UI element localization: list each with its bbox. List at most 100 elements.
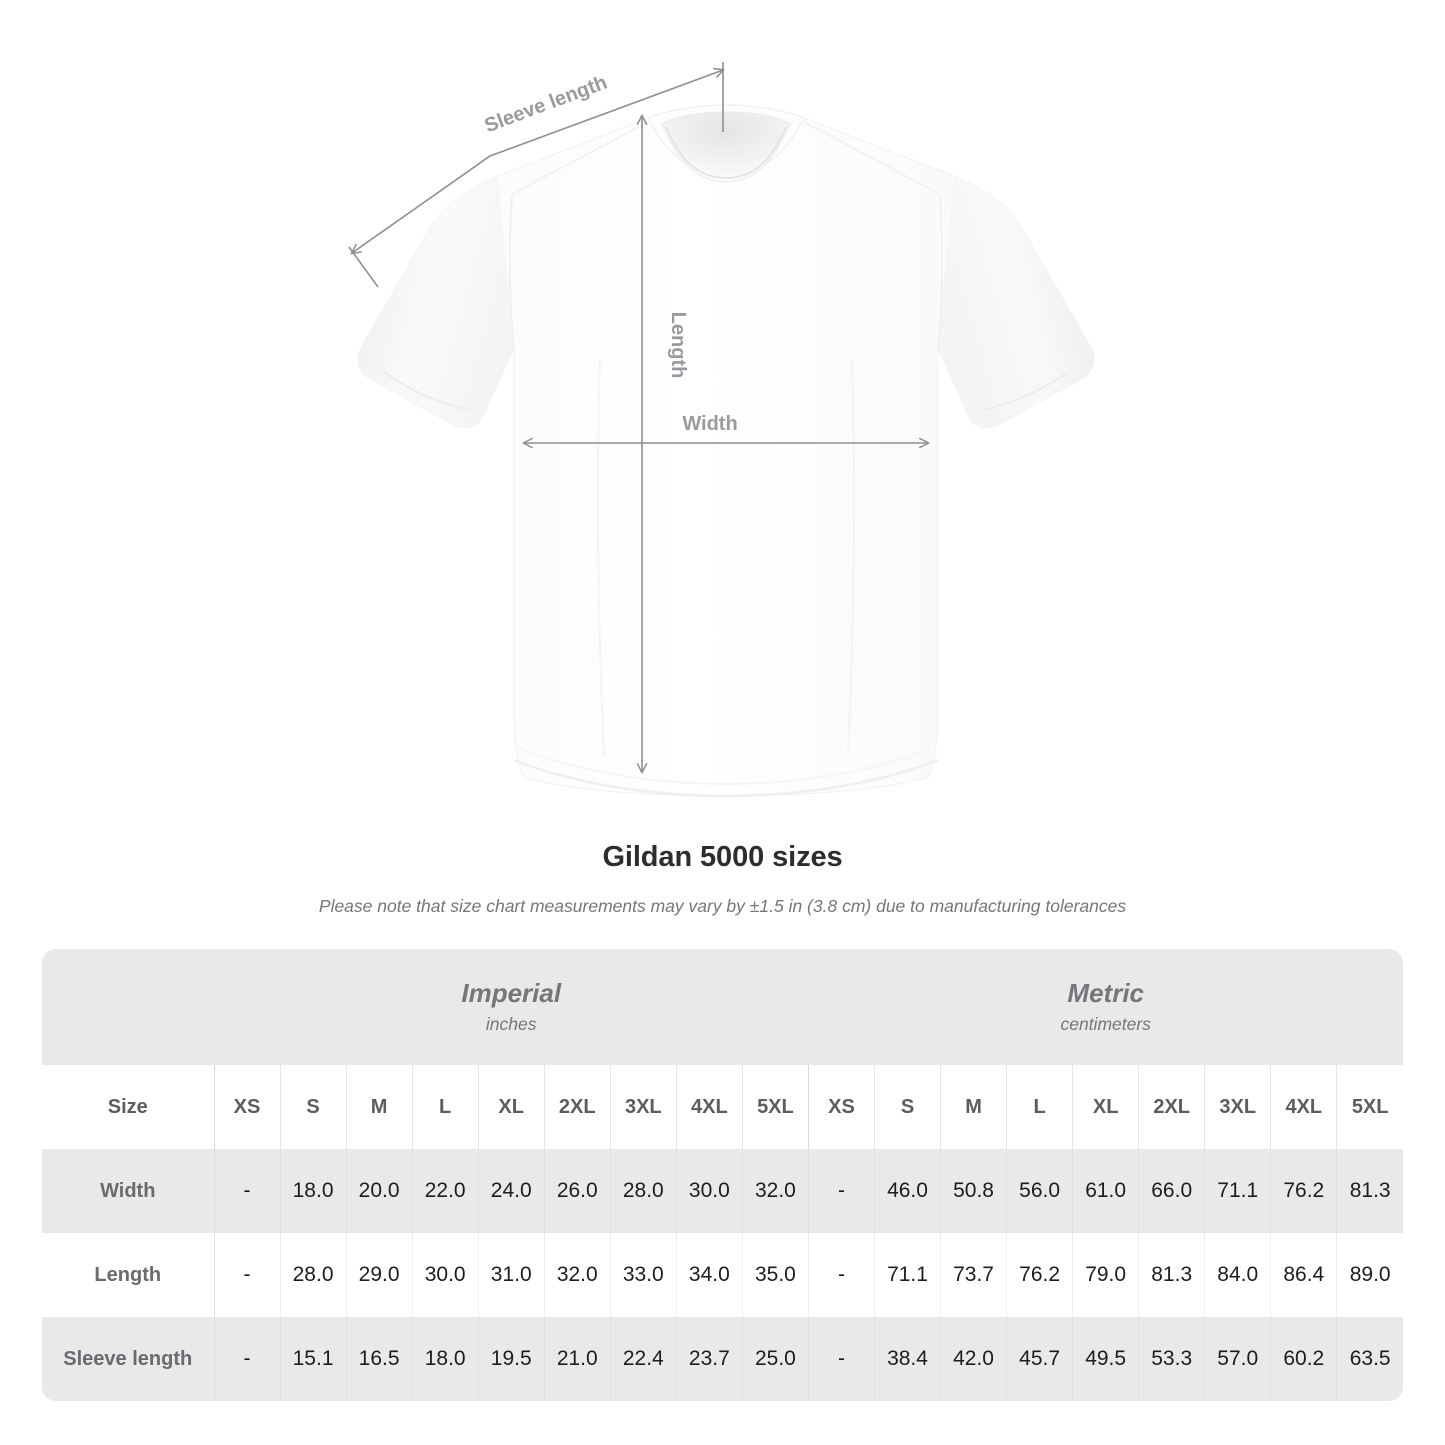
header-imperial-m: M <box>345 1065 413 1149</box>
table-row-length: Length - 28.0 29.0 30.0 31.0 32.0 33.0 3… <box>42 1233 1403 1317</box>
header-metric-xs: XS <box>807 1065 875 1149</box>
width-label: Width <box>682 413 737 435</box>
cell-length-imperial-4xl: 34.0 <box>675 1233 743 1317</box>
cell-width-metric-l: 56.0 <box>1006 1149 1073 1233</box>
cell-length-metric-l: 76.2 <box>1006 1233 1073 1317</box>
cell-width-imperial-4xl: 30.0 <box>675 1149 743 1233</box>
cell-sleeve-metric-3xl: 57.0 <box>1204 1317 1271 1401</box>
cell-sleeve-imperial-xl: 19.5 <box>477 1317 545 1401</box>
cell-length-imperial-5xl: 35.0 <box>741 1233 809 1317</box>
header-imperial-3xl: 3XL <box>609 1065 677 1149</box>
cell-width-metric-m: 50.8 <box>940 1149 1007 1233</box>
sleeve-length-arrow <box>350 67 725 255</box>
length-label: Length <box>667 312 689 379</box>
cell-sleeve-metric-2xl: 53.3 <box>1138 1317 1205 1401</box>
header-imperial-2xl: 2XL <box>543 1065 611 1149</box>
tshirt-measurement-diagram: Sleeve length Length Width <box>348 62 1095 798</box>
header-metric-m: M <box>940 1065 1007 1149</box>
cell-length-metric-3xl: 84.0 <box>1204 1233 1271 1317</box>
page-title: Gildan 5000 sizes <box>602 841 843 873</box>
cell-sleeve-imperial-5xl: 25.0 <box>741 1317 809 1401</box>
cell-length-metric-m: 73.7 <box>940 1233 1007 1317</box>
cell-length-metric-2xl: 81.3 <box>1138 1233 1205 1317</box>
right-shoulder-seam <box>803 121 941 195</box>
table-row-width: Width - 18.0 20.0 22.0 24.0 26.0 28.0 30… <box>42 1149 1403 1233</box>
unit-banner-spacer <box>42 949 214 1065</box>
cell-sleeve-imperial-4xl: 23.7 <box>675 1317 743 1401</box>
cell-sleeve-metric-5xl: 63.5 <box>1336 1317 1403 1401</box>
cell-width-metric-s: 46.0 <box>873 1149 941 1233</box>
cell-sleeve-imperial-m: 16.5 <box>345 1317 413 1401</box>
cell-width-imperial-xs: - <box>213 1149 281 1233</box>
cell-width-metric-xl: 61.0 <box>1072 1149 1139 1233</box>
cell-length-metric-s: 71.1 <box>873 1233 941 1317</box>
cell-width-imperial-2xl: 26.0 <box>543 1149 611 1233</box>
cell-sleeve-metric-4xl: 60.2 <box>1270 1317 1337 1401</box>
cell-length-imperial-s: 28.0 <box>279 1233 347 1317</box>
unit-name-imperial: Imperial <box>461 978 562 1008</box>
cell-width-metric-4xl: 76.2 <box>1270 1149 1337 1233</box>
row-label-length: Length <box>42 1233 215 1317</box>
chart-heading-block: Gildan 5000 sizes Please note that size … <box>0 838 1445 918</box>
sleeve-tick-bottom <box>348 246 379 288</box>
header-size-label: Size <box>42 1065 215 1149</box>
right-sleeve-shade <box>938 176 1095 429</box>
bottom-hem <box>513 758 939 798</box>
header-imperial-xs: XS <box>213 1065 281 1149</box>
fold-right <box>847 359 856 757</box>
unit-name-metric: Metric <box>1067 978 1144 1008</box>
header-metric-2xl: 2XL <box>1138 1065 1205 1149</box>
header-imperial-5xl: 5XL <box>741 1065 809 1149</box>
header-metric-5xl: 5XL <box>1336 1065 1403 1149</box>
cell-width-imperial-l: 22.0 <box>411 1149 479 1233</box>
unit-banner-row: Imperial inches Metric centimeters <box>42 949 1403 1065</box>
cell-width-imperial-5xl: 32.0 <box>741 1149 809 1233</box>
right-sleeve-hem <box>981 371 1069 411</box>
tshirt-illustration <box>357 104 1095 798</box>
header-imperial-xl: XL <box>477 1065 545 1149</box>
cell-sleeve-imperial-l: 18.0 <box>411 1317 479 1401</box>
cell-length-imperial-2xl: 32.0 <box>543 1233 611 1317</box>
row-label-sleeve-length: Sleeve length <box>42 1317 215 1401</box>
unit-sub-imperial: inches <box>485 1014 537 1034</box>
header-metric-l: L <box>1006 1065 1073 1149</box>
header-metric-3xl: 3XL <box>1204 1065 1271 1149</box>
size-chart-table: Imperial inches Metric centimeters Size … <box>42 949 1403 1401</box>
cell-width-imperial-xl: 24.0 <box>477 1149 545 1233</box>
cell-sleeve-imperial-xs: - <box>213 1317 281 1401</box>
cell-width-imperial-m: 20.0 <box>345 1149 413 1233</box>
header-imperial-4xl: 4XL <box>675 1065 743 1149</box>
cell-length-metric-xl: 79.0 <box>1072 1233 1139 1317</box>
cell-length-imperial-m: 29.0 <box>345 1233 413 1317</box>
size-header-row: Size XS S M L XL 2XL 3XL 4XL 5XL XS S M … <box>42 1065 1403 1149</box>
cell-length-imperial-xl: 31.0 <box>477 1233 545 1317</box>
cell-sleeve-metric-xs: - <box>807 1317 875 1401</box>
cell-length-metric-4xl: 86.4 <box>1270 1233 1337 1317</box>
cell-width-metric-3xl: 71.1 <box>1204 1149 1271 1233</box>
cell-length-imperial-xs: - <box>213 1233 281 1317</box>
cell-width-metric-5xl: 81.3 <box>1336 1149 1403 1233</box>
left-sleeve-shade <box>357 176 514 429</box>
left-sleeve-hem <box>383 371 471 411</box>
cell-sleeve-metric-l: 45.7 <box>1006 1317 1073 1401</box>
cell-sleeve-metric-s: 38.4 <box>873 1317 941 1401</box>
cell-sleeve-imperial-3xl: 22.4 <box>609 1317 677 1401</box>
unit-sub-metric: centimeters <box>1060 1014 1151 1034</box>
cell-width-metric-xs: - <box>807 1149 875 1233</box>
row-label-width: Width <box>42 1149 215 1233</box>
cell-length-metric-xs: - <box>807 1233 875 1317</box>
fold-left <box>596 359 605 757</box>
header-metric-xl: XL <box>1072 1065 1139 1149</box>
cell-sleeve-imperial-s: 15.1 <box>279 1317 347 1401</box>
right-armhole-seam <box>937 195 944 353</box>
cell-sleeve-metric-m: 42.0 <box>940 1317 1007 1401</box>
sleeve-length-label: Sleeve length <box>482 71 610 137</box>
tolerance-note: Please note that size chart measurements… <box>318 896 1127 916</box>
cell-length-metric-5xl: 89.0 <box>1336 1233 1403 1317</box>
header-metric-s: S <box>873 1065 941 1149</box>
header-metric-4xl: 4XL <box>1270 1065 1337 1149</box>
table-row-sleeve-length: Sleeve length - 15.1 16.5 18.0 19.5 21.0… <box>42 1317 1403 1401</box>
unit-banner-imperial: Imperial inches <box>214 949 809 1065</box>
header-imperial-l: L <box>411 1065 479 1149</box>
